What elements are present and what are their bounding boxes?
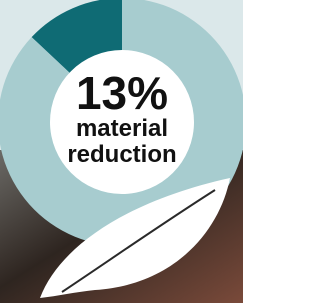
center-annotation: material reduction <box>52 116 192 168</box>
infographic: 13% material reduction <box>0 0 243 303</box>
center-value: 13% <box>22 68 222 118</box>
